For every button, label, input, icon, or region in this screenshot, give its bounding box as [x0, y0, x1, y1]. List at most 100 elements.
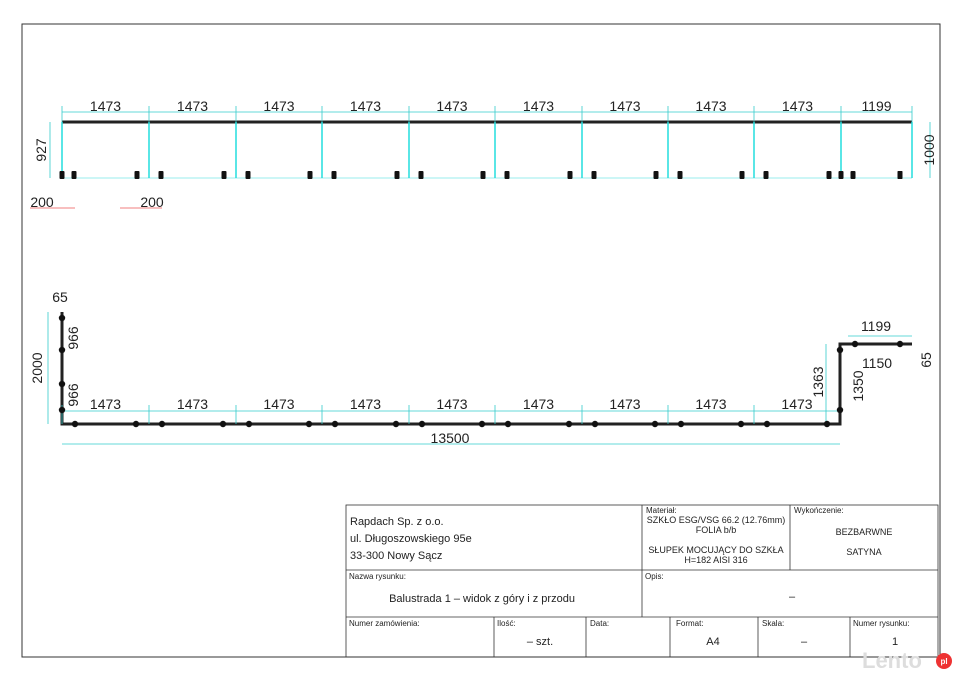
- post: [763, 420, 771, 428]
- span-dimension: 1473: [782, 98, 813, 114]
- post: [826, 171, 832, 179]
- title-block-grid: [345, 504, 939, 658]
- left-segment: 966: [65, 383, 81, 407]
- span-dimension: 1473: [695, 396, 726, 412]
- field-label: Format:: [676, 619, 704, 628]
- post: [132, 420, 140, 428]
- post: [245, 171, 251, 179]
- material-line: SŁUPEK MOCUJĄCY DO SZKŁA: [648, 545, 783, 555]
- company-line: ul. Długoszowskiego 95e: [350, 533, 472, 545]
- post: [896, 340, 904, 348]
- post: [58, 314, 66, 322]
- post: [677, 420, 685, 428]
- post: [418, 171, 424, 179]
- post: [221, 171, 227, 179]
- post-offset: 200: [30, 194, 54, 210]
- post: [71, 171, 77, 179]
- post: [58, 346, 66, 354]
- height-left: 927: [33, 138, 49, 162]
- right-inner: 1363: [810, 366, 826, 397]
- span-dimension: 1199: [861, 98, 891, 114]
- company-line: 33-300 Nowy Sącz: [350, 550, 442, 562]
- top-right-inner: 1150: [862, 355, 892, 371]
- left-segment: 966: [65, 326, 81, 350]
- field-label: Data:: [590, 619, 609, 628]
- post: [763, 171, 769, 179]
- post: [567, 171, 573, 179]
- field-label: Ilość:: [497, 619, 516, 628]
- span-dimension: 1473: [263, 396, 294, 412]
- watermark-brand: Lento: [862, 648, 922, 673]
- span-dimension: 1473: [263, 98, 294, 114]
- post: [478, 420, 486, 428]
- post: [897, 171, 903, 179]
- height-right: 1000: [921, 134, 937, 165]
- post: [331, 420, 339, 428]
- post: [305, 420, 313, 428]
- post: [737, 420, 745, 428]
- quantity: – szt.: [527, 636, 553, 648]
- post: [331, 171, 337, 179]
- field-label: Skala:: [762, 619, 784, 628]
- post: [134, 171, 140, 179]
- post: [850, 171, 856, 179]
- span-dimension: 1473: [609, 396, 640, 412]
- end-offset: 65: [918, 352, 934, 368]
- finish-line: SATYNA: [846, 547, 881, 557]
- post: [565, 420, 573, 428]
- post: [591, 171, 597, 179]
- post: [677, 171, 683, 179]
- post: [653, 171, 659, 179]
- post: [591, 420, 599, 428]
- post: [158, 420, 166, 428]
- top-right-span: 1199: [861, 318, 891, 334]
- span-dimension: 1473: [177, 98, 208, 114]
- post: [504, 171, 510, 179]
- material-line: FOLIA b/b: [696, 525, 737, 535]
- post: [158, 171, 164, 179]
- drawing-name: Balustrada 1 – widok z góry i z przodu: [389, 593, 575, 605]
- span-dimension: 1473: [695, 98, 726, 114]
- post: [219, 420, 227, 428]
- post: [58, 380, 66, 388]
- post: [836, 406, 844, 414]
- span-dimension: 1473: [90, 396, 121, 412]
- span-dimension: 1473: [781, 396, 812, 412]
- field-label: Opis:: [645, 572, 664, 581]
- right-outer: 1350: [850, 370, 866, 401]
- material-line: SZKŁO ESG/VSG 66.2 (12.76mm): [647, 515, 786, 525]
- post: [392, 420, 400, 428]
- field-label: Nazwa rysunku:: [349, 572, 406, 581]
- span-dimension: 1473: [350, 98, 381, 114]
- finish-line: BEZBARWNE: [836, 527, 893, 537]
- span-dimension: 1473: [90, 98, 121, 114]
- sheet-border: [21, 23, 941, 658]
- post: [851, 340, 859, 348]
- span-dimension: 1473: [436, 98, 467, 114]
- span-dimension: 1473: [523, 98, 554, 114]
- field-label: Numer rysunku:: [853, 619, 909, 628]
- post: [480, 171, 486, 179]
- post: [651, 420, 659, 428]
- company-line: Rapdach Sp. z o.o.: [350, 516, 444, 528]
- post: [394, 171, 400, 179]
- start-offset: 65: [52, 289, 68, 305]
- field-label: Materiał:: [646, 506, 677, 515]
- post: [739, 171, 745, 179]
- post: [71, 420, 79, 428]
- post: [59, 171, 65, 179]
- span-dimension: 1473: [177, 396, 208, 412]
- post: [836, 346, 844, 354]
- post: [504, 420, 512, 428]
- drawing-number: 1: [892, 636, 898, 648]
- post: [245, 420, 253, 428]
- left-total: 2000: [29, 352, 45, 383]
- span-dimension: 1473: [436, 396, 467, 412]
- watermark-badge: [936, 653, 952, 669]
- post-offset: 200: [140, 194, 164, 210]
- total-length: 13500: [431, 430, 470, 446]
- post: [58, 406, 66, 414]
- material-line: H=182 AISI 316: [684, 555, 747, 565]
